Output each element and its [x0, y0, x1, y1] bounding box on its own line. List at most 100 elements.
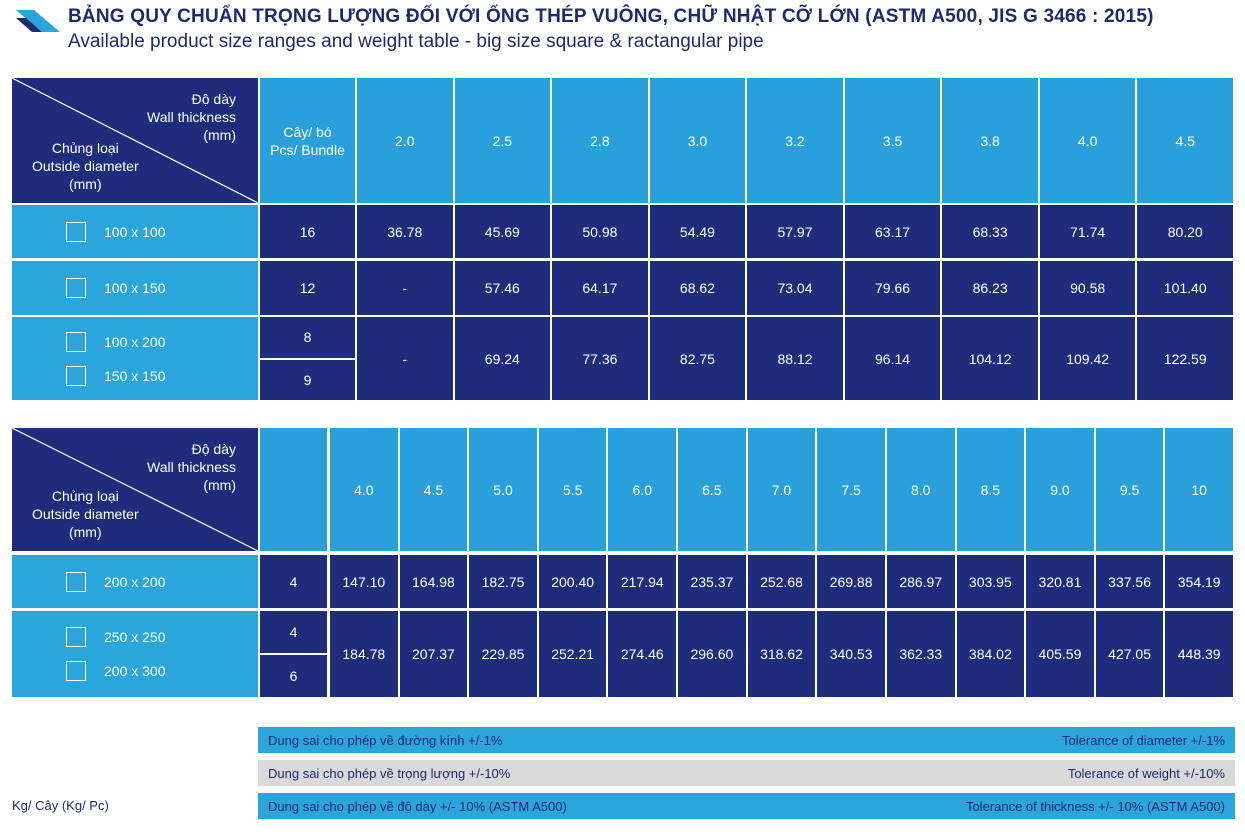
size-line: 150 x 150 [66, 359, 166, 393]
bundle-header [260, 428, 327, 551]
label-line: Wall thickness [147, 109, 236, 125]
weight-cell: 73.04 [747, 261, 843, 315]
shape-icon [66, 331, 86, 352]
weight-cell: 320.81 [1026, 555, 1094, 608]
shape-icon [66, 365, 86, 386]
weight-cell: 45.69 [454, 205, 551, 258]
type-label: Chủng loại Outside diameter (mm) [32, 487, 139, 541]
thickness-header: 6.5 [678, 428, 746, 551]
weight-cell: 200.40 [538, 555, 607, 608]
bundle-cell: 8 [260, 317, 355, 358]
size-text: 200 x 200 [104, 573, 166, 590]
size-line: 200 x 200 [66, 565, 166, 599]
weight-cell: 296.60 [678, 611, 746, 697]
weight-cell: 36.78 [357, 205, 453, 258]
label-line: (mm) [203, 477, 236, 493]
size-line: 100 x 150 [66, 271, 166, 305]
thickness-header: 7.0 [747, 428, 816, 551]
logo [16, 10, 60, 32]
weight-cell: 182.75 [469, 555, 537, 608]
thickness-header: 9.0 [1026, 428, 1094, 551]
weight-cell: 122.59 [1137, 317, 1233, 400]
label-line: (mm) [203, 127, 236, 143]
label-line: Outside diameter [32, 506, 139, 522]
thickness-header: 4.5 [399, 428, 468, 551]
bundle-cell: 9 [260, 359, 355, 400]
size-cell: 100 x 200 150 x 150 [12, 317, 258, 400]
weight-cell: 217.94 [608, 555, 677, 608]
tolerance-en: Tolerance of diameter +/-1% [1062, 732, 1225, 748]
thickness-header: 4.5 [1137, 78, 1233, 203]
thickness-header: 4.0 [1039, 78, 1136, 203]
weight-cell: 90.58 [1039, 261, 1136, 315]
shape-icon [66, 278, 86, 298]
weight-cell: - [357, 261, 453, 315]
weight-cell: 340.53 [817, 611, 885, 697]
tolerance-vi: Dung sai cho phép về đường kính +/-1% [268, 732, 503, 748]
type-label: Chủng loại Outside diameter (mm) [32, 139, 139, 193]
weight-cell: 318.62 [747, 611, 816, 697]
weight-cell: 80.20 [1137, 205, 1233, 258]
size-text: 100 x 200 [104, 333, 166, 350]
label-line: Wall thickness [147, 459, 236, 475]
size-cell: 250 x 250 200 x 300 [12, 611, 258, 697]
weight-cell: 303.95 [956, 555, 1025, 608]
thickness-header: 4.0 [330, 428, 398, 551]
weight-cell: 252.21 [538, 611, 607, 697]
weight-cell: 147.10 [330, 555, 398, 608]
bundle-cell: 16 [260, 205, 355, 258]
size-cell: 200 x 200 [12, 555, 258, 608]
label-line: Pcs/ Bundle [270, 141, 345, 158]
weight-cell: 86.23 [942, 261, 1038, 315]
thickness-header: 5.5 [538, 428, 607, 551]
weight-cell: 362.33 [886, 611, 955, 697]
weight-cell: 252.68 [747, 555, 816, 608]
thickness-header: 2.0 [357, 78, 453, 203]
weight-cell: 269.88 [817, 555, 885, 608]
weight-cell: 54.49 [649, 205, 746, 258]
thickness-header: 3.2 [747, 78, 843, 203]
shape-icon [66, 627, 86, 647]
thickness-header: 7.5 [817, 428, 885, 551]
label-line: Cây/ bó [283, 123, 332, 140]
shape-icon [66, 571, 86, 592]
size-line: 250 x 250 [66, 620, 166, 654]
size-text: 100 x 100 [104, 223, 166, 240]
size-line: 100 x 200 [66, 325, 166, 359]
size-text: 150 x 150 [104, 367, 166, 384]
thickness-label: Độ dày Wall thickness (mm) [147, 440, 236, 494]
weight-cell: 63.17 [844, 205, 941, 258]
weight-cell: 274.46 [608, 611, 677, 697]
tolerance-bar: Dung sai cho phép về đường kính +/-1% Tol… [258, 727, 1235, 753]
bundle-cell: 4 [260, 611, 327, 653]
thickness-header: 8.5 [956, 428, 1025, 551]
label-line: Chủng loại [51, 140, 119, 156]
corner-cell: Độ dày Wall thickness (mm) Chủng loại Outsid… [12, 78, 258, 203]
label-line: Độ dày [191, 91, 236, 107]
thickness-header: 8.0 [886, 428, 955, 551]
weight-cell: 77.36 [552, 317, 648, 400]
shape-icon [66, 661, 86, 681]
weight-cell: 229.85 [469, 611, 537, 697]
thickness-header: 5.0 [469, 428, 537, 551]
subtitle: Available product size ranges and weight… [68, 31, 764, 52]
tolerance-en: Tolerance of weight +/-10% [1067, 765, 1225, 781]
thickness-header: 9.5 [1095, 428, 1164, 551]
thickness-header: 2.8 [552, 78, 648, 203]
size-cell: 100 x 150 [12, 261, 258, 315]
thickness-header: 2.5 [454, 78, 551, 203]
shape-icon [66, 221, 86, 242]
weight-cell: 427.05 [1095, 611, 1164, 697]
size-line: 200 x 300 [66, 654, 166, 688]
thickness-header: 3.0 [649, 78, 746, 203]
size-text: 250 x 250 [104, 629, 166, 645]
label-line: (mm) [68, 176, 102, 192]
weight-cell: 64.17 [552, 261, 648, 315]
weight-cell: 104.12 [942, 317, 1038, 400]
weight-cell: - [357, 317, 453, 400]
bundle-cell: 12 [260, 261, 355, 315]
tolerance-vi: Dung sai cho phép về độ dày +/- 10% (AST… [268, 798, 567, 814]
thickness-header: 3.8 [942, 78, 1038, 203]
title: BẢNG QUY CHUẨN TRỌNG LƯỢNG ĐỐI VỚI ỐNG T… [68, 6, 1154, 27]
